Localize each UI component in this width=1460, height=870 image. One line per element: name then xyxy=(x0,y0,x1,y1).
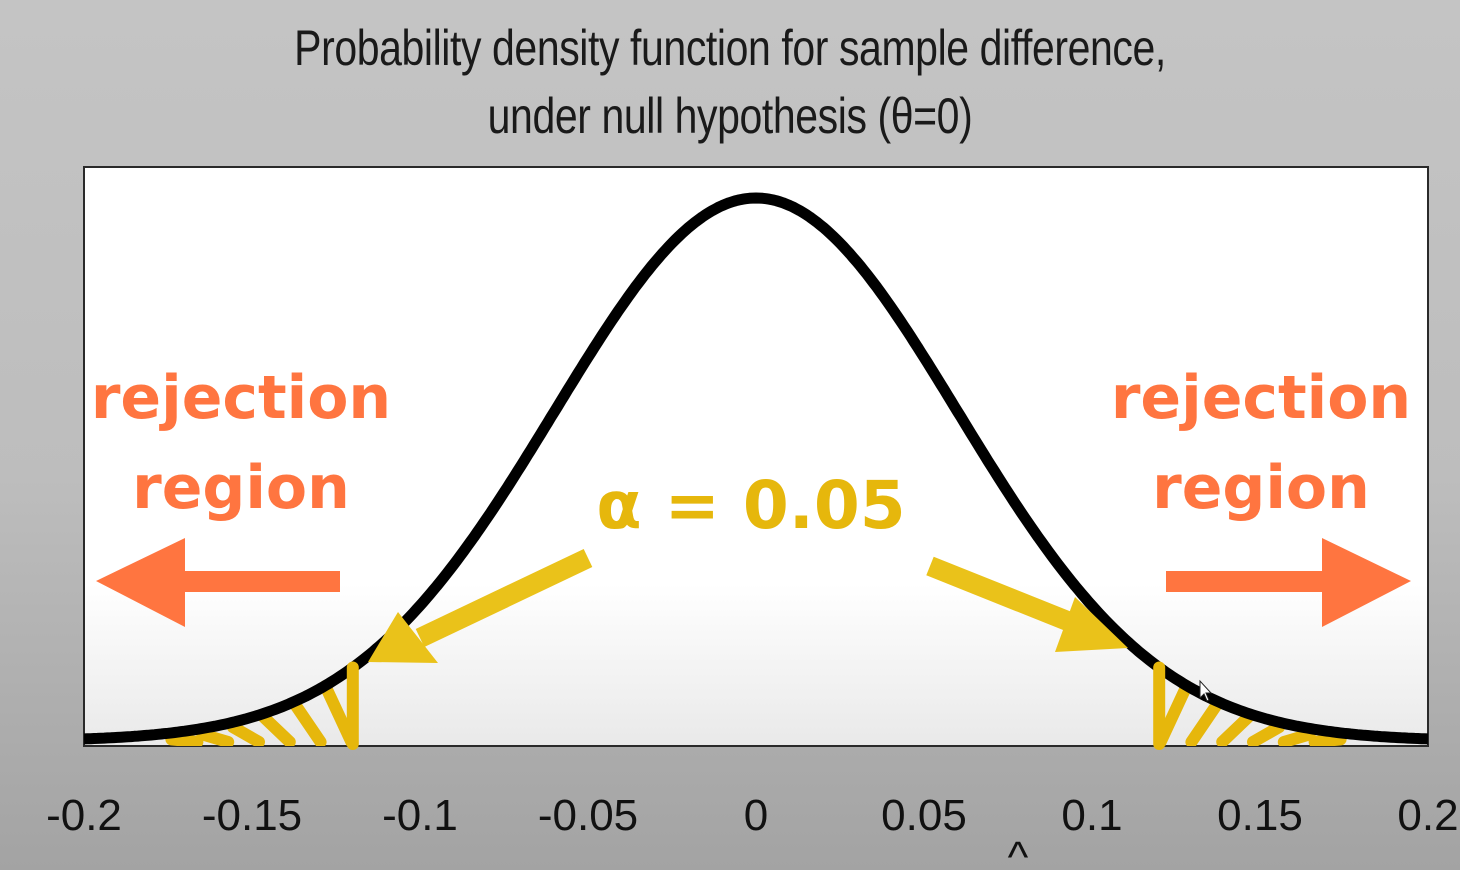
x-tick-label: -0.1 xyxy=(382,791,458,840)
hatch-stroke xyxy=(196,728,235,746)
alpha-arrow-left-icon xyxy=(368,548,593,663)
x-axis-tick-labels: -0.2 -0.15 -0.1 -0.05 0 0.05 0.1 0.15 0.2 xyxy=(46,791,1459,840)
hatch-stroke xyxy=(227,721,265,746)
rejection-label-left-line-2: region xyxy=(132,453,350,523)
hatched-tail-right xyxy=(1154,680,1347,746)
hatch-stroke xyxy=(1247,721,1285,746)
hatch-stroke xyxy=(1277,728,1316,746)
rejection-label-left-line-1: rejection xyxy=(91,363,391,433)
chart-title: Probability density function for sample … xyxy=(131,14,1328,150)
arrow-right-icon xyxy=(1166,538,1411,627)
mouse-cursor-icon xyxy=(1199,679,1213,702)
arrow-left-icon xyxy=(96,538,340,627)
chart-title-line-1: Probability density function for sample … xyxy=(294,20,1166,76)
x-axis-label-hat: ^ xyxy=(1008,833,1029,870)
x-tick-label: 0.15 xyxy=(1217,791,1303,840)
x-tick-label: 0.2 xyxy=(1397,791,1458,840)
alpha-label: α = 0.05 xyxy=(596,467,905,544)
hatch-stroke xyxy=(1216,711,1255,746)
x-tick-label: 0.05 xyxy=(881,791,967,840)
hatch-stroke xyxy=(1308,733,1347,746)
x-tick-label: -0.05 xyxy=(538,791,638,840)
hatch-stroke xyxy=(165,733,204,746)
hatch-stroke xyxy=(257,711,296,746)
plot-area xyxy=(83,166,1429,747)
rejection-label-right-line-1: rejection xyxy=(1111,363,1411,433)
hatch-stroke xyxy=(288,697,327,746)
hatch-stroke xyxy=(1185,697,1224,746)
x-tick-label: 0 xyxy=(744,791,768,840)
x-tick-label: -0.15 xyxy=(202,791,302,840)
alpha-arrow-right-icon xyxy=(926,556,1128,652)
x-tick-label: 0.1 xyxy=(1061,791,1122,840)
rejection-label-right-line-2: region xyxy=(1152,453,1370,523)
chart-title-line-2: under null hypothesis (θ=0) xyxy=(487,88,973,144)
x-tick-label: -0.2 xyxy=(46,791,122,840)
